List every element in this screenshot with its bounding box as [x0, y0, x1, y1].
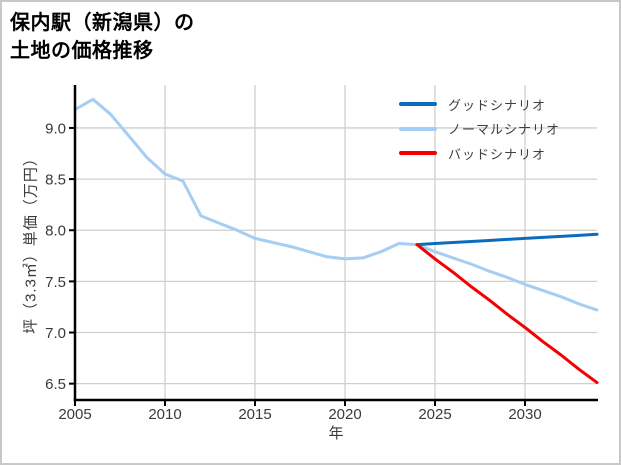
legend: グッドシナリオ ノーマルシナリオ バッドシナリオ [399, 92, 560, 166]
legend-item-bad-scenario: バッドシナリオ [399, 141, 560, 166]
chart-title-line2: 土地の価格推移 [10, 40, 154, 62]
y-tick-label: 8.5 [45, 172, 66, 189]
series-line-normal-scenario [73, 97, 599, 312]
x-tick-label: 2005 [58, 406, 91, 423]
chart-title-line1: 保内駅（新潟県）の [10, 12, 195, 34]
x-tick-label: 2015 [238, 406, 271, 423]
legend-label-bad-scenario: バッドシナリオ [448, 146, 547, 162]
x-tick-label: 2030 [508, 406, 541, 423]
x-tick-label: 2010 [148, 406, 181, 423]
series-line-good-scenario [415, 232, 599, 247]
y-tick-label: 7.5 [45, 274, 66, 291]
legend-item-normal-scenario: ノーマルシナリオ [399, 117, 560, 142]
legend-line-swatch-bad-scenario [399, 151, 437, 156]
x-tick-label: 2020 [328, 406, 361, 423]
legend-label-normal-scenario: ノーマルシナリオ [448, 122, 561, 138]
chart-title: 保内駅（新潟県）の 土地の価格推移 [10, 9, 195, 65]
legend-line-swatch-good-scenario [399, 102, 437, 107]
legend-item-good-scenario: グッドシナリオ [399, 92, 560, 117]
x-tick-label: 2025 [418, 406, 451, 423]
y-tick-label: 6.5 [45, 376, 66, 393]
y-tick-label: 8.0 [45, 223, 66, 240]
legend-label-good-scenario: グッドシナリオ [448, 97, 547, 113]
y-tick-label: 9.0 [45, 120, 66, 137]
y-axis-label: 坪（3.3㎡）単価（万円） [22, 150, 40, 334]
legend-line-swatch-normal-scenario [399, 126, 437, 131]
y-tick-label: 7.0 [45, 325, 66, 342]
x-axis-label: 年 [328, 425, 344, 442]
series-line-bad-scenario [415, 243, 599, 385]
